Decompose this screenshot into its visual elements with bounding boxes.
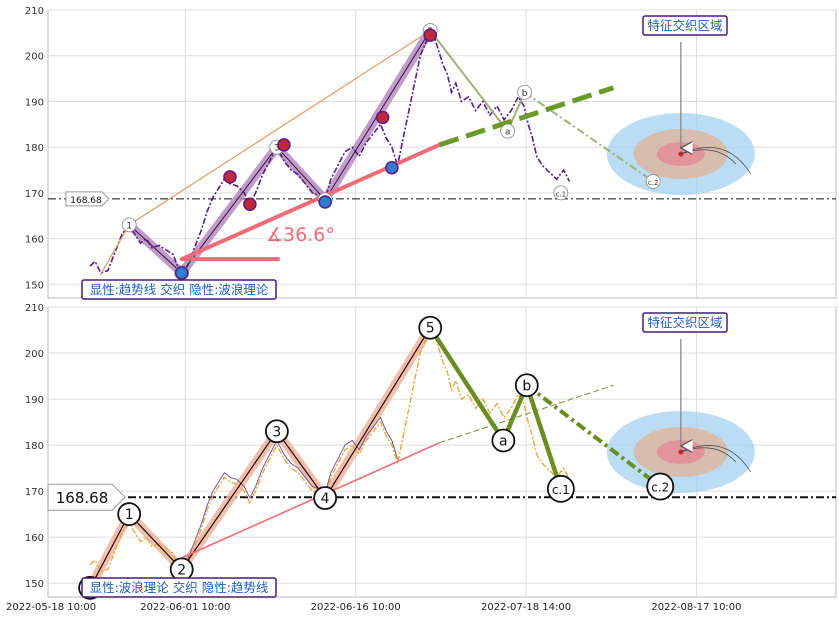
red-pivot-marker	[277, 138, 291, 152]
wave-label-circle	[264, 419, 289, 444]
trend-projection	[438, 85, 615, 148]
wave-label: 4	[321, 491, 330, 507]
y-tick-label: 160	[25, 533, 44, 544]
caption-bottom: 显性:波浪理论 交织 隐性:趋势线	[90, 580, 269, 595]
wave-label: 5	[426, 321, 435, 337]
x-tick-label: 2022-06-16 10:00	[311, 602, 401, 613]
y-tick-label: 210	[25, 303, 44, 314]
zone-label-top: 特征交织区域	[647, 18, 722, 33]
correction-projection	[525, 383, 662, 489]
wave-label: 1	[125, 507, 134, 523]
x-tick-label: 2022-06-01 10:00	[140, 602, 230, 613]
correction-line	[428, 326, 563, 490]
channel-line	[99, 224, 130, 276]
x-tick-label: 2022-05-18 10:00	[6, 602, 96, 613]
wave-label-circle	[121, 217, 137, 233]
wave-label: b	[522, 378, 531, 394]
wave-label-circle	[546, 474, 575, 503]
y-tick-label: 190	[25, 97, 44, 108]
y-tick-label: 160	[25, 235, 44, 246]
x-axis: 2022-05-18 10:00 2022-06-01 10:00 2022-06-…	[6, 602, 742, 613]
x-tick-label: 2022-08-17 10:00	[651, 602, 741, 613]
wave-label: 2	[177, 562, 186, 578]
reference-label: 168.68	[70, 196, 102, 206]
wave-label: 3	[272, 424, 281, 440]
wave-label: c.2	[651, 481, 669, 495]
y-tick-label: 200	[25, 52, 44, 63]
zone-label-box-top	[642, 15, 728, 36]
x-tick-label: 2022-07-18 14:00	[481, 602, 571, 613]
wave-label-circle	[645, 174, 661, 189]
reference-label-box	[47, 483, 126, 511]
y-tick-label: 190	[25, 395, 44, 406]
wave-label-circle	[514, 373, 539, 398]
zone-label-bottom: 特征交织区域	[647, 315, 722, 330]
wave-label-circle	[418, 315, 443, 340]
y-tick-label: 150	[25, 280, 44, 291]
zone-label-box-bottom	[642, 312, 728, 333]
price-line	[89, 328, 571, 573]
channel-line	[128, 30, 431, 226]
reference-label: 168.68	[56, 489, 109, 507]
wave-label: a	[499, 433, 508, 449]
wave-label-circle	[491, 428, 516, 453]
blue-pivot-marker	[174, 266, 189, 280]
caption-box-top	[81, 279, 277, 300]
y-tick-label: 200	[25, 349, 44, 360]
red-pivot-marker	[375, 110, 390, 125]
y-tick-label: 170	[25, 189, 44, 200]
wave-label-circle	[517, 84, 533, 100]
wave-label-circle	[313, 486, 338, 510]
wave-label: c.1	[552, 483, 570, 497]
y-tick-label: 210	[25, 6, 44, 17]
wave-label: 1	[126, 221, 132, 231]
blue-pivot-marker	[318, 195, 332, 209]
caption-top: 显性:趋势线 交织 隐性:波浪理论	[90, 282, 269, 297]
red-pivot-marker	[243, 197, 257, 212]
wave-label-circle	[553, 185, 569, 201]
correction-projection	[524, 91, 654, 183]
y-tick-label: 180	[25, 143, 44, 154]
secondary-line	[177, 416, 398, 568]
wave-label: b	[522, 89, 528, 99]
wave-line	[89, 327, 431, 589]
y-tick-label: 150	[25, 579, 44, 590]
reference-label-box	[65, 191, 110, 207]
wave-label-circle	[500, 123, 516, 139]
price-line	[89, 31, 571, 275]
wave-label: c.2	[648, 179, 659, 187]
y-tick-label: 180	[25, 441, 44, 452]
wave-label: c.1	[556, 190, 567, 198]
wave-label-circle	[117, 502, 142, 527]
red-pivot-marker	[423, 28, 437, 42]
y-tick-label: 170	[25, 487, 44, 498]
blue-pivot-marker	[385, 160, 399, 175]
wave-label-circle	[646, 472, 675, 501]
wave-label: 3	[274, 144, 280, 154]
wave-label: a	[505, 128, 511, 138]
angle-label: ∡36.6°	[266, 224, 335, 246]
caption-box-bottom	[81, 577, 277, 598]
trend-projection	[439, 384, 614, 444]
trend-line	[181, 442, 440, 559]
red-pivot-marker	[223, 170, 237, 184]
